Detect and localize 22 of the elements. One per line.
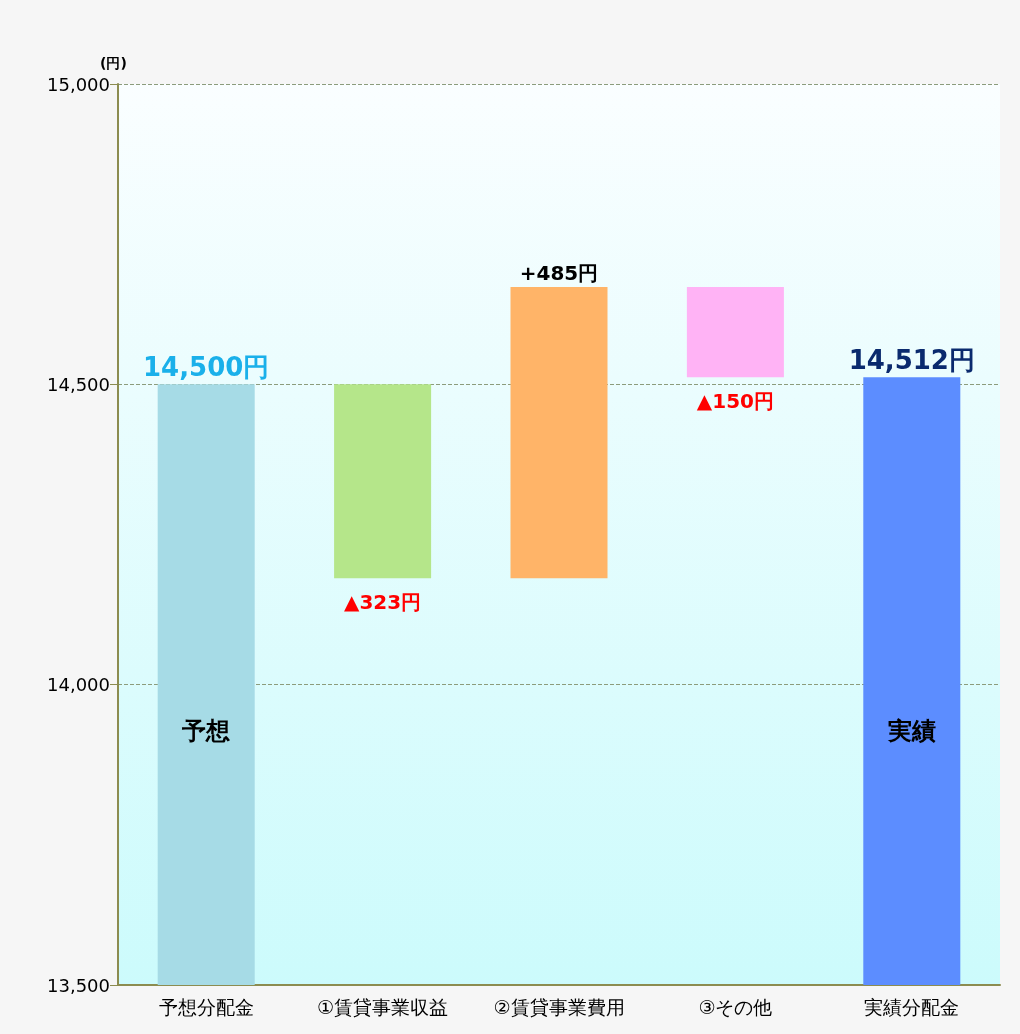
data-label: 14,500円 xyxy=(143,352,270,383)
bar xyxy=(686,287,784,378)
x-tick-label: ②賃貸事業費用 xyxy=(493,995,625,1018)
data-label: ▲150円 xyxy=(696,389,774,414)
bar xyxy=(863,377,961,985)
x-tick-label: 実績分配金 xyxy=(864,995,960,1018)
x-tick-label: 予想分配金 xyxy=(158,995,254,1018)
annotation: 予想 xyxy=(181,717,231,745)
data-label: ▲323円 xyxy=(344,590,422,615)
bar xyxy=(510,287,608,579)
y-tick-label: 14,500 xyxy=(47,373,110,395)
y-tick-label: 13,500 xyxy=(47,974,110,996)
y-axis-title: (円) xyxy=(100,55,127,71)
annotation: 実績 xyxy=(886,717,936,745)
bar xyxy=(334,384,432,579)
data-label: 14,512円 xyxy=(848,345,975,376)
y-tick-label: 15,000 xyxy=(47,73,110,95)
x-tick-label: ①賃貸事業収益 xyxy=(317,995,449,1018)
y-tick-label: 14,000 xyxy=(47,674,110,696)
bar xyxy=(157,384,255,985)
data-label: +485円 xyxy=(519,261,599,286)
x-tick-label: ③その他 xyxy=(698,995,773,1018)
